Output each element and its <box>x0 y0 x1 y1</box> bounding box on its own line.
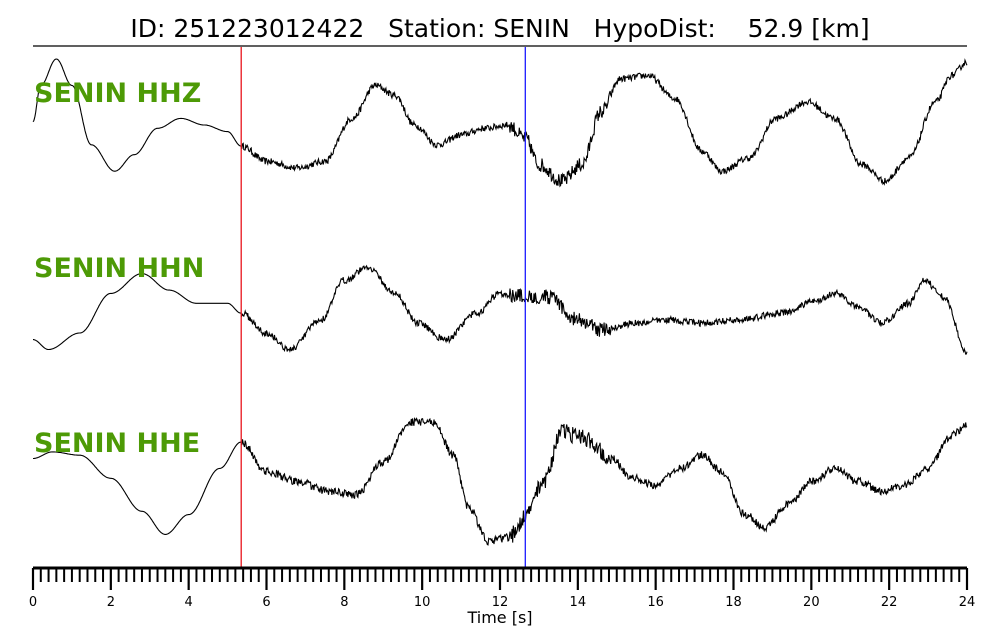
picks-layer <box>240 47 526 568</box>
x-tick-label: 16 <box>647 595 664 610</box>
trace-label-1: SENIN HHZ <box>34 78 201 109</box>
trace-1-waveform <box>32 58 968 188</box>
x-tick-label: 12 <box>492 595 509 610</box>
traces-layer <box>32 58 968 546</box>
trace-label-2: SENIN HHN <box>34 253 204 284</box>
x-tick-label: 18 <box>725 595 742 610</box>
x-tick-label: 22 <box>881 595 898 610</box>
x-tick-label: 24 <box>959 595 976 610</box>
x-axis-label: Time [s] <box>466 608 532 627</box>
trace-label-3: SENIN HHE <box>34 428 200 459</box>
x-tick-label: 2 <box>107 595 115 610</box>
x-tick-label: 10 <box>414 595 431 610</box>
x-tick-label: 6 <box>262 595 270 610</box>
trace-2-waveform <box>33 264 968 355</box>
x-tick-label: 8 <box>340 595 348 610</box>
chart-title: ID: 251223012422 Station: SENIN HypoDist… <box>130 14 869 43</box>
trace-labels: SENIN HHZ SENIN HHN SENIN HHE <box>34 78 204 459</box>
x-tick-label: 20 <box>803 595 820 610</box>
trace-3-waveform <box>33 417 968 546</box>
x-tick-label: 14 <box>570 595 587 610</box>
x-tick-label: 4 <box>185 595 193 610</box>
time-axis: 0 2 4 6 8 10 12 14 16 18 20 22 24 <box>29 566 976 610</box>
x-tick-label: 0 <box>29 595 37 610</box>
